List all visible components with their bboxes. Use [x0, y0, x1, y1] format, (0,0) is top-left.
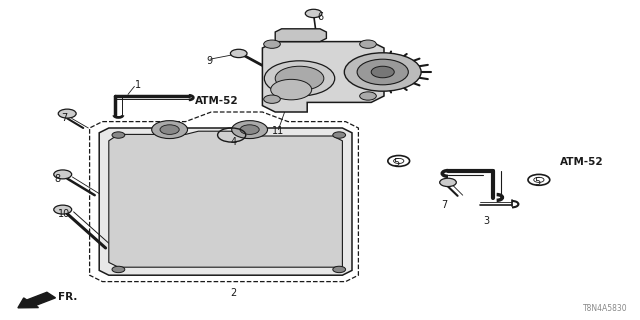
Circle shape	[264, 40, 280, 48]
Circle shape	[333, 132, 346, 138]
Circle shape	[333, 266, 346, 273]
Circle shape	[360, 40, 376, 48]
Text: ATM-52: ATM-52	[560, 156, 604, 167]
Circle shape	[264, 61, 335, 96]
Text: 11: 11	[272, 126, 285, 136]
Polygon shape	[275, 29, 326, 42]
Circle shape	[230, 49, 247, 58]
Text: 5: 5	[394, 158, 400, 168]
Circle shape	[305, 9, 322, 18]
Polygon shape	[109, 131, 342, 267]
Text: FR.: FR.	[58, 292, 77, 302]
Polygon shape	[99, 128, 352, 275]
Text: 7: 7	[442, 200, 448, 210]
Text: 6: 6	[317, 12, 323, 22]
Circle shape	[54, 170, 72, 179]
Text: 4: 4	[230, 137, 237, 148]
Circle shape	[271, 79, 312, 100]
Circle shape	[275, 66, 324, 91]
Text: 1: 1	[134, 80, 141, 90]
Circle shape	[264, 95, 280, 103]
Circle shape	[160, 125, 179, 134]
FancyArrow shape	[18, 292, 56, 308]
Circle shape	[58, 109, 76, 118]
Circle shape	[371, 66, 394, 78]
Text: T8N4A5830: T8N4A5830	[582, 304, 627, 313]
Circle shape	[112, 132, 125, 138]
Circle shape	[344, 53, 421, 91]
Circle shape	[440, 178, 456, 187]
Circle shape	[232, 121, 268, 139]
Text: 9: 9	[207, 56, 213, 66]
Polygon shape	[262, 42, 384, 112]
Circle shape	[240, 125, 259, 134]
Text: 7: 7	[61, 113, 67, 124]
Text: 3: 3	[483, 216, 490, 226]
Circle shape	[357, 59, 408, 85]
Text: ATM-52: ATM-52	[195, 96, 239, 106]
Text: 2: 2	[230, 288, 237, 298]
Circle shape	[152, 121, 188, 139]
Text: 5: 5	[534, 177, 541, 188]
Circle shape	[112, 266, 125, 273]
Circle shape	[360, 92, 376, 100]
Text: 8: 8	[54, 174, 61, 184]
Text: 10: 10	[58, 209, 70, 220]
Circle shape	[54, 205, 72, 214]
